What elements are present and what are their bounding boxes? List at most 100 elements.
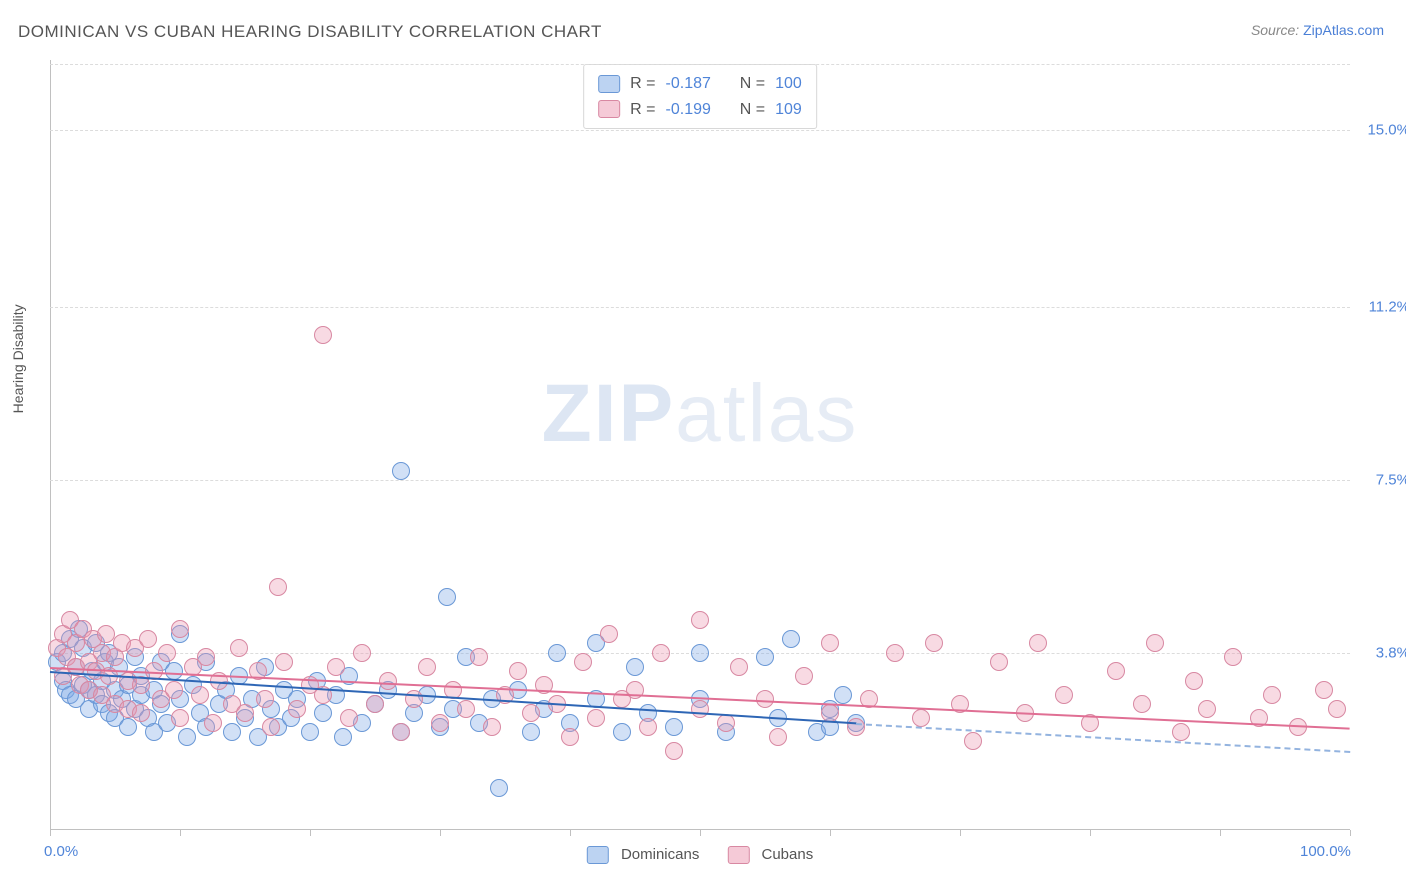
scatter-point-b (171, 620, 189, 638)
x-tick (700, 830, 701, 836)
legend-swatch-a-icon (587, 846, 609, 864)
source-attribution: Source: ZipAtlas.com (1251, 22, 1384, 38)
scatter-point-a (691, 644, 709, 662)
legend-row-b: R = -0.199 N = 109 (598, 97, 802, 123)
scatter-point-b (165, 681, 183, 699)
scatter-point-b (990, 653, 1008, 671)
scatter-point-b (665, 742, 683, 760)
scatter-point-b (236, 704, 254, 722)
scatter-point-a (756, 648, 774, 666)
scatter-point-b (483, 718, 501, 736)
scatter-point-b (691, 611, 709, 629)
watermark: ZIPatlas (542, 367, 859, 461)
plot-area: ZIPatlas R = -0.187 N = 100 R = -0.199 N… (50, 60, 1350, 830)
x-tick (570, 830, 571, 836)
x-tick (180, 830, 181, 836)
scatter-point-b (1055, 686, 1073, 704)
source-link[interactable]: ZipAtlas.com (1303, 22, 1384, 38)
scatter-point-b (269, 578, 287, 596)
scatter-point-a (178, 728, 196, 746)
n-value-a: 100 (775, 71, 802, 97)
legend-item-b: Cubans (727, 846, 813, 864)
scatter-point-b (821, 634, 839, 652)
scatter-point-b (262, 718, 280, 736)
scatter-point-a (613, 723, 631, 741)
scatter-point-b (1315, 681, 1333, 699)
scatter-point-a (119, 718, 137, 736)
scatter-point-b (1263, 686, 1281, 704)
scatter-point-b (1198, 700, 1216, 718)
scatter-point-b (366, 695, 384, 713)
x-tick-label: 100.0% (1300, 843, 1351, 860)
scatter-point-b (340, 709, 358, 727)
r-value-a: -0.187 (666, 71, 711, 97)
scatter-point-b (314, 326, 332, 344)
scatter-point-b (327, 658, 345, 676)
scatter-point-a (314, 704, 332, 722)
source-label: Source: (1251, 22, 1299, 38)
scatter-point-b (600, 625, 618, 643)
scatter-point-a (782, 630, 800, 648)
scatter-point-b (925, 634, 943, 652)
gridline-h (50, 307, 1350, 308)
scatter-point-b (275, 653, 293, 671)
scatter-point-b (1133, 695, 1151, 713)
legend-correlation: R = -0.187 N = 100 R = -0.199 N = 109 (583, 64, 817, 129)
y-tick-label: 11.2% (1355, 299, 1406, 316)
scatter-point-b (191, 686, 209, 704)
n-value-b: 109 (775, 97, 802, 123)
scatter-point-b (509, 662, 527, 680)
scatter-point-a (834, 686, 852, 704)
r-value-b: -0.199 (666, 97, 711, 123)
scatter-point-b (1029, 634, 1047, 652)
scatter-point-b (730, 658, 748, 676)
legend-label-a: Dominicans (621, 846, 699, 863)
legend-row-a: R = -0.187 N = 100 (598, 71, 802, 97)
scatter-point-b (139, 630, 157, 648)
scatter-point-b (561, 728, 579, 746)
x-tick (50, 830, 51, 836)
scatter-point-b (912, 709, 930, 727)
x-tick (1090, 830, 1091, 836)
scatter-point-b (353, 644, 371, 662)
scatter-point-b (1146, 634, 1164, 652)
legend-label-b: Cubans (762, 846, 814, 863)
legend-swatch-b-icon (727, 846, 749, 864)
scatter-point-b (769, 728, 787, 746)
scatter-point-b (1328, 700, 1346, 718)
scatter-point-a (522, 723, 540, 741)
scatter-point-b (964, 732, 982, 750)
scatter-point-b (256, 690, 274, 708)
scatter-point-b (795, 667, 813, 685)
gridline-h (50, 480, 1350, 481)
scatter-point-b (587, 709, 605, 727)
x-tick (960, 830, 961, 836)
scatter-point-b (1107, 662, 1125, 680)
scatter-point-b (652, 644, 670, 662)
scatter-point-b (132, 704, 150, 722)
y-axis-label: Hearing Disability (10, 304, 26, 413)
scatter-point-a (626, 658, 644, 676)
scatter-point-b (230, 639, 248, 657)
scatter-point-b (288, 700, 306, 718)
scatter-point-b (171, 709, 189, 727)
scatter-point-a (392, 462, 410, 480)
gridline-h (50, 64, 1350, 65)
scatter-point-b (392, 723, 410, 741)
scatter-point-a (490, 779, 508, 797)
chart-container: DOMINICAN VS CUBAN HEARING DISABILITY CO… (0, 0, 1406, 892)
scatter-point-b (574, 653, 592, 671)
scatter-point-b (158, 644, 176, 662)
scatter-point-b (1185, 672, 1203, 690)
scatter-point-b (1224, 648, 1242, 666)
gridline-h (50, 130, 1350, 131)
x-tick-label: 0.0% (44, 843, 78, 860)
x-tick (440, 830, 441, 836)
chart-title: DOMINICAN VS CUBAN HEARING DISABILITY CO… (18, 22, 602, 42)
scatter-point-b (418, 658, 436, 676)
scatter-point-a (334, 728, 352, 746)
scatter-point-a (548, 644, 566, 662)
scatter-point-a (438, 588, 456, 606)
scatter-point-b (470, 648, 488, 666)
scatter-point-b (379, 672, 397, 690)
